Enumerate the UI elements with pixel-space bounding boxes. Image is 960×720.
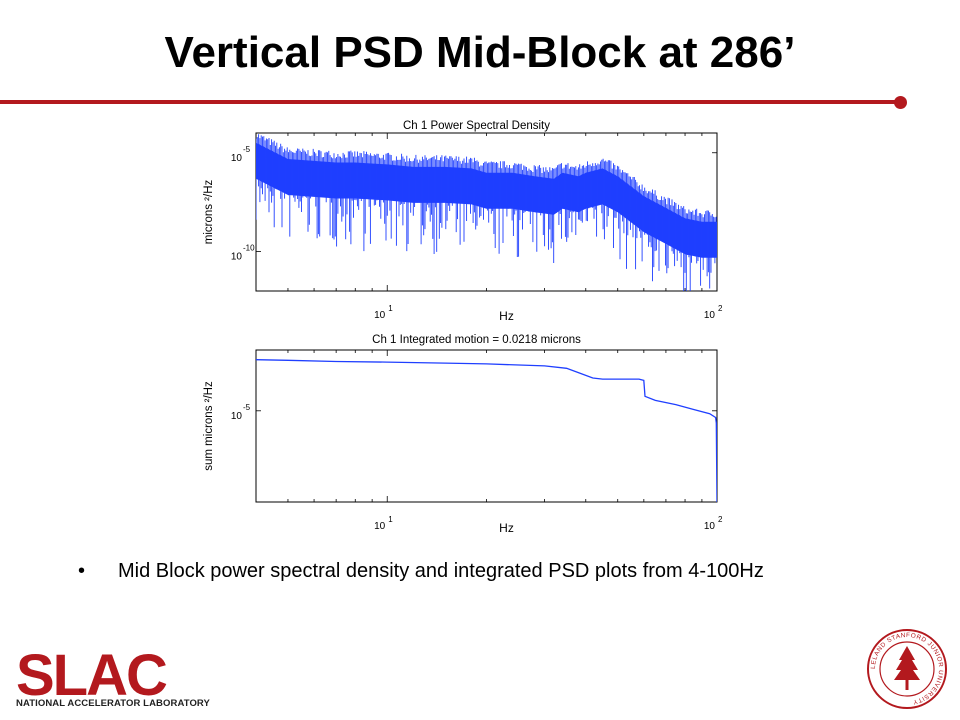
y-tick-label: 10 (231, 153, 243, 164)
x-tick-exponent: 2 (718, 515, 723, 524)
y-axis-label: microns ²/Hz (203, 179, 215, 244)
x-tick-label: 10 (374, 310, 386, 321)
y-tick-exponent: -10 (243, 244, 255, 253)
stanford-seal-icon: LELAND STANFORD JUNIOR UNIVERSITY (867, 629, 947, 709)
slac-logo-tagline: NATIONAL ACCELERATOR LABORATORY (16, 698, 210, 709)
chart-title: Ch 1 Power Spectral Density (403, 120, 550, 132)
y-tick-exponent: -5 (243, 403, 251, 412)
title-divider (0, 100, 900, 104)
slac-logo-wordmark: SLAC (16, 648, 167, 708)
plot-frame (255, 349, 718, 503)
x-tick-label: 10 (704, 521, 716, 532)
x-tick-exponent: 2 (718, 304, 723, 313)
x-tick-label: 10 (374, 521, 386, 532)
x-axis-label: Hz (499, 309, 514, 323)
series-1 (256, 359, 717, 502)
y-axis-label: sum microns ²/Hz (203, 381, 215, 471)
y-tick-label: 10 (231, 252, 243, 263)
x-tick-exponent: 1 (388, 515, 393, 524)
x-axis-label: Hz (499, 521, 514, 535)
chart-title: Ch 1 Integrated motion = 0.0218 microns (372, 334, 581, 346)
bullet-text: Mid Block power spectral density and int… (118, 560, 764, 582)
y-tick-label: 10 (231, 411, 243, 422)
psd-trace (256, 134, 717, 291)
seal-tree (894, 646, 920, 690)
series-line (256, 359, 717, 502)
slac-logo: SLAC (16, 648, 169, 708)
bullet-marker: • (78, 560, 86, 582)
x-tick-label: 10 (704, 310, 716, 321)
slide-title: Vertical PSD Mid-Block at 286’ (164, 28, 796, 77)
y-tick-exponent: -5 (243, 145, 251, 154)
series-1 (256, 134, 717, 291)
title-divider-dot (894, 96, 907, 109)
x-tick-exponent: 1 (388, 304, 393, 313)
